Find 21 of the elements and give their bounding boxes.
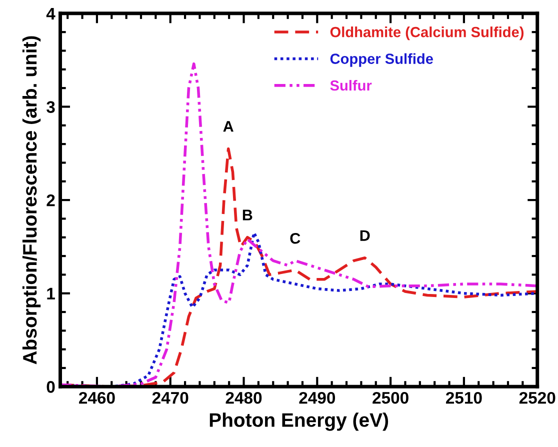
x-tick-label: 2470 [152, 392, 188, 404]
y-tick-label: 2 [46, 194, 55, 206]
y-axis-title: Absorption/Fluorescence (arb. unit) [22, 36, 41, 364]
y-tick-label: 3 [46, 101, 55, 113]
legend-label: Sulfur [330, 80, 372, 91]
annotation: A [223, 121, 234, 132]
y-tick-label: 4 [46, 8, 56, 20]
annotation: B [242, 210, 252, 220]
x-tick-label: 2510 [446, 392, 482, 404]
x-tick-label: 2520 [519, 392, 556, 404]
x-axis-title: Photon Energy (eV) [210, 412, 388, 431]
x-tick-label: 2500 [372, 392, 408, 404]
x-tick-label: 2490 [299, 392, 336, 404]
annotation: D [360, 230, 370, 241]
y-tick-label: 0 [46, 381, 55, 393]
x-tick-label: 2480 [226, 392, 262, 404]
x-tick-label: 2460 [79, 392, 115, 404]
legend-label: Copper Sulfide [330, 53, 433, 67]
legend-label: Oldhamite (Calcium Sulfide) [330, 26, 524, 40]
y-tick-label: 1 [47, 288, 55, 300]
annotation: C [290, 232, 300, 244]
